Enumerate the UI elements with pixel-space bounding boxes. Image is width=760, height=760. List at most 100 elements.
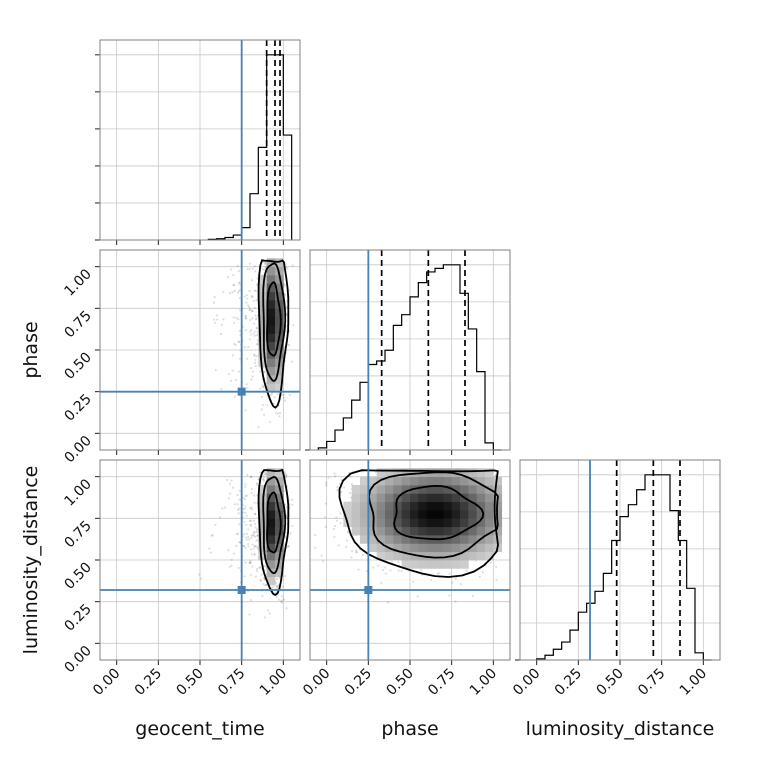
sample-point [250,492,253,495]
density-cell [451,526,461,536]
density-cell [343,510,353,519]
sample-point [245,317,248,320]
sample-point [232,321,236,324]
sample-point [238,296,241,300]
density-cell [485,468,494,478]
sample-point [227,372,231,376]
density-cell [275,543,284,553]
sample-point [237,566,240,570]
sample-point [494,566,498,569]
density-cell [275,341,284,351]
sample-point [284,575,287,578]
sample-point [275,584,278,588]
truth-marker [364,586,373,594]
sample-point [254,289,258,293]
density-cell [258,485,268,494]
density-cell [385,468,394,478]
density-cell [410,535,419,544]
sample-point [285,476,288,479]
density-cell [393,468,403,478]
density-cell [468,510,478,519]
sample-point [229,268,233,271]
sample-point [254,364,257,368]
sample-point [429,578,433,582]
sample-point [255,528,258,531]
sample-point [221,507,224,510]
sample-point [263,479,266,483]
sample-point [238,340,241,343]
sample-point [220,388,223,391]
density-cell [275,383,284,393]
sample-point [236,508,240,511]
sample-point [237,291,240,294]
sample-point [228,565,231,569]
sample-point [384,572,387,575]
density-cell [266,300,276,309]
sample-point [333,535,336,539]
density-cell [410,551,419,561]
sample-point [324,516,327,519]
sample-point [261,386,265,389]
density-cell [360,476,369,486]
density-cell [275,560,284,569]
sample-point [345,539,349,542]
sample-point [282,393,285,396]
sample-point [253,354,256,357]
sample-point [251,310,254,313]
x-tick-label: 1.00 [467,666,500,699]
sample-point [412,580,415,583]
density-cell [401,518,411,528]
density-cell [410,476,419,486]
sample-point [351,549,354,553]
density-cell [485,501,494,511]
sample-point [361,554,365,557]
density-cell [485,543,494,553]
density-cell [410,518,419,528]
density-cell [460,501,469,511]
sample-point [250,378,253,381]
density-cell [376,485,386,494]
density-cell [418,493,428,503]
density-cell [435,485,444,494]
sample-point [247,545,250,548]
density-cell [426,551,436,561]
density-cell [401,485,411,494]
sample-point [321,560,325,563]
x-tick-label: 1.00 [257,666,290,699]
density-cell [385,551,394,561]
axes-frame [309,249,511,451]
sample-point [245,301,248,304]
density-cell [360,518,369,528]
sample-point [210,534,213,537]
sample-point [291,498,294,501]
sample-point [244,495,247,498]
density-cell [351,510,361,519]
sample-point [235,316,238,320]
sample-point [235,533,238,536]
density-cell [451,493,461,503]
sample-point [249,573,252,576]
sample-point [251,267,254,270]
sample-point [236,264,239,268]
density-cell [460,485,469,494]
sample-point [251,317,254,320]
sample-point [248,262,251,265]
density-cell [368,493,378,503]
sample-point [345,545,348,548]
sample-point [212,301,215,304]
density-cell [266,526,276,536]
sample-point [325,481,328,484]
sample-point [336,486,339,489]
sample-point [208,547,211,550]
density-cell [376,501,386,511]
hist-panel-geocent_time [95,39,301,245]
density-cell [485,510,494,519]
sample-point [244,485,247,489]
sample-point [416,595,419,598]
density-cell [368,485,378,494]
panel-content [212,258,295,429]
sample-point [285,300,288,303]
density-cell [468,476,478,486]
y-tick-label: 0.00 [61,643,94,676]
